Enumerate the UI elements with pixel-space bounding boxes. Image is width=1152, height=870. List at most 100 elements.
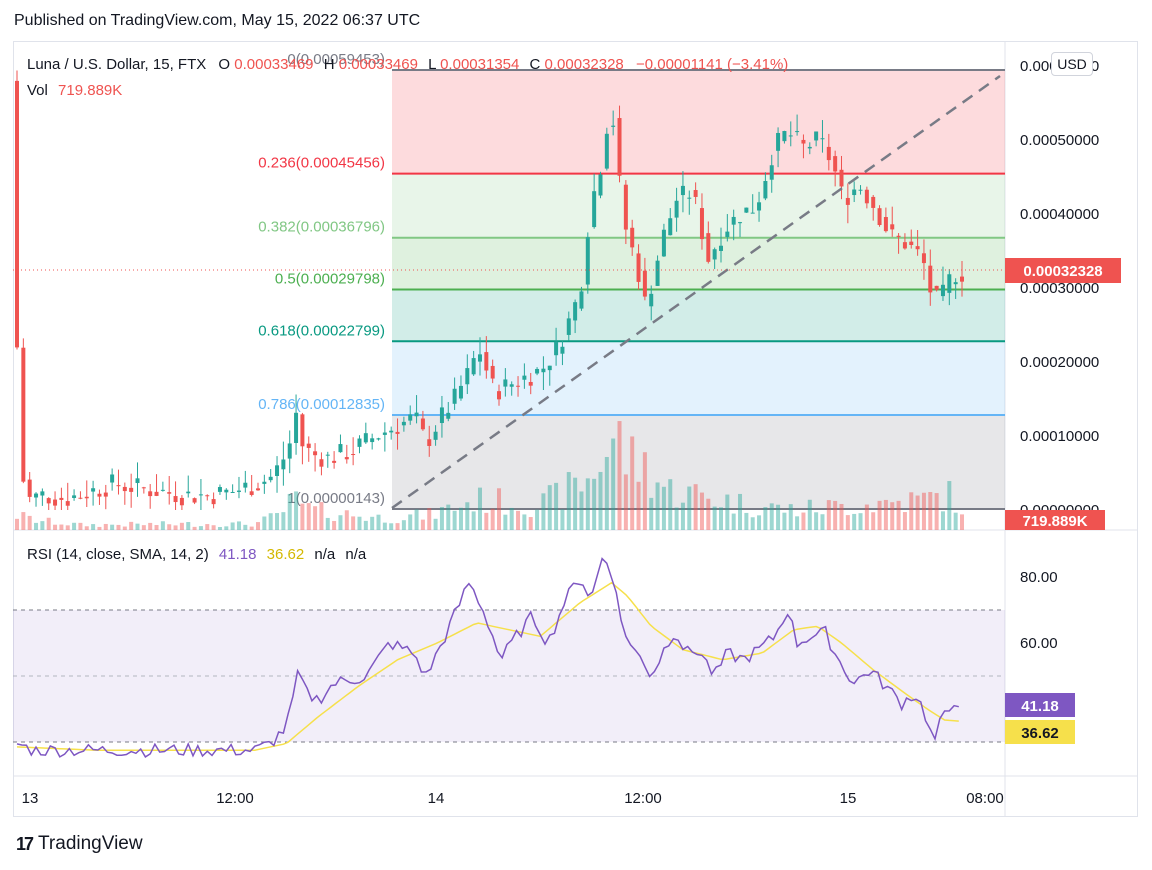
last-volume-tag [1005, 510, 1105, 530]
volume-bar [896, 500, 901, 530]
volume-bar [300, 503, 305, 530]
volume-bar [471, 511, 476, 530]
legend-line: Luna / U.S. Dollar, 15, FTX O 0.00033469… [27, 56, 788, 73]
volume-bar [179, 522, 184, 530]
volume-bar [439, 507, 444, 530]
volume-bar [65, 525, 70, 530]
candle-body [446, 412, 451, 419]
candle-body [833, 156, 838, 172]
volume-bar [408, 514, 413, 530]
volume-bar [668, 479, 673, 530]
candle-body [477, 354, 482, 362]
volume-bar [883, 499, 888, 530]
currency-button[interactable]: USD [1051, 52, 1093, 76]
volume-bar [573, 477, 578, 530]
candle-body [40, 491, 45, 496]
volume-bar [801, 512, 806, 530]
candle-body [275, 465, 280, 477]
candle-body [788, 135, 793, 137]
volume-bar [769, 503, 774, 530]
volume-bar [198, 526, 203, 530]
rsi-legend: RSI (14, close, SMA, 14, 2) 41.18 36.62 … [27, 546, 367, 563]
volume-bar [344, 510, 349, 530]
candle-body [953, 282, 958, 285]
volume-bar [395, 523, 400, 530]
published-header: Published on TradingView.com, May 15, 20… [14, 12, 421, 29]
price-tick: 0.00030000 [1020, 280, 1099, 297]
candle-body [814, 131, 819, 141]
candle-body [687, 197, 692, 199]
chart-frame [13, 41, 1138, 817]
volume-bar [560, 509, 565, 530]
candle-body [960, 276, 964, 282]
volume-bar [623, 474, 628, 530]
volume-bar [921, 492, 926, 530]
volume-bar [642, 452, 647, 530]
volume-bar [680, 502, 685, 530]
rsi-legend-label: RSI (14, close, SMA, 14, 2) [27, 546, 209, 563]
candle-body [769, 165, 774, 180]
candle-body [585, 237, 590, 285]
volume-bar [103, 523, 108, 530]
volume-bar [611, 438, 616, 530]
volume-bar [287, 493, 292, 530]
candle-body [230, 491, 235, 493]
candle-body [395, 431, 400, 434]
candle-body [649, 293, 654, 307]
fib-level-label: 0.618(0.00022799) [258, 322, 385, 339]
volume-bar [458, 507, 463, 530]
rsi-legend-value: 41.18 [219, 546, 257, 563]
candle-body [363, 433, 368, 443]
trend-line[interactable] [391, 74, 1001, 510]
candle-body [535, 368, 540, 374]
volume-bar [484, 512, 489, 530]
volume-bar [617, 421, 622, 530]
volume-bar [122, 526, 127, 530]
volume-bar [370, 516, 375, 530]
candle-body [801, 139, 806, 144]
volume-bar [566, 472, 571, 530]
candle-body [319, 459, 324, 467]
volume-bar [357, 516, 362, 530]
volume-bar [960, 514, 964, 530]
candle-body [852, 189, 857, 196]
candle-body [357, 438, 362, 447]
volume-bar [294, 491, 299, 530]
volume-bar [173, 525, 178, 530]
candle-body [940, 284, 945, 297]
candle-body [192, 498, 197, 503]
volume-bar [940, 511, 945, 530]
volume-bar [693, 484, 698, 530]
fib-zone [392, 173, 1005, 238]
volume-bar [21, 512, 26, 530]
candle-body [376, 438, 381, 440]
candle-body [186, 491, 191, 494]
candle-body [154, 491, 159, 496]
legend-high-value: 0.00033469 [339, 56, 418, 73]
fib-level-label: 0.786(0.00012835) [258, 396, 385, 413]
candle-body [668, 218, 673, 236]
volume-bar [319, 502, 324, 530]
tradingview-logo[interactable]: 17 TradingView [16, 833, 143, 855]
candle-body [306, 443, 311, 448]
x-tick-13: 13 [22, 790, 39, 807]
tradingview-logo-icon: 17 [16, 833, 34, 854]
fib-level-label: 0.236(0.00045456) [258, 155, 385, 172]
volume-bar [129, 521, 134, 530]
candle-body [617, 118, 622, 176]
volume-bar [706, 498, 711, 530]
volume-bar [192, 526, 197, 530]
candle-body [344, 457, 349, 460]
volume-bar [814, 512, 819, 530]
volume-bar [718, 507, 723, 530]
candle-body [738, 222, 743, 224]
volume-bar [148, 522, 153, 530]
candle-body [826, 146, 831, 161]
fib-zone [392, 341, 1005, 416]
legend-open-label: O [218, 56, 230, 73]
volume-bar [630, 436, 635, 530]
volume-bar [160, 521, 165, 530]
volume-bar [465, 502, 470, 530]
legend-symbol: Luna / U.S. Dollar, 15, FTX [27, 56, 206, 73]
